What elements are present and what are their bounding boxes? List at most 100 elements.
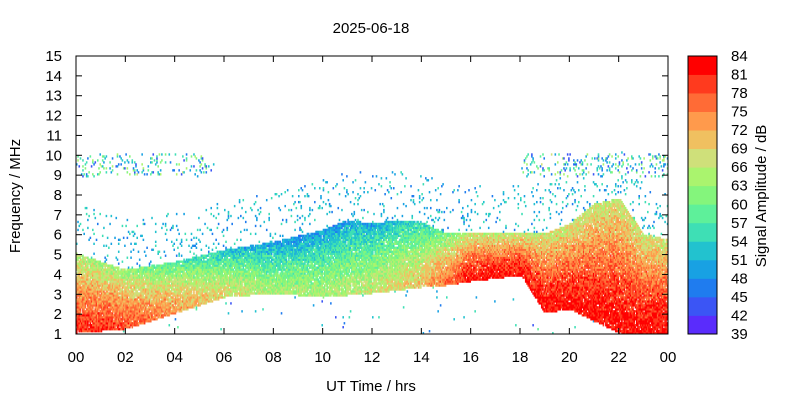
heatmap-cell [124, 245, 126, 247]
heatmap-cell [173, 169, 175, 171]
heatmap-cell [152, 171, 154, 173]
heatmap-cell [210, 207, 212, 209]
heatmap-cell [133, 249, 135, 251]
heatmap-cell [161, 159, 163, 161]
heatmap-cell [112, 165, 114, 167]
heatmap-cell [80, 223, 82, 225]
heatmap-cell [213, 243, 215, 245]
heatmap-cell [112, 265, 114, 267]
heatmap-cell [127, 237, 129, 239]
heatmap-cell [275, 233, 277, 235]
heatmap-cell [236, 239, 238, 241]
heatmap-cell [176, 225, 178, 227]
heatmap-cell [161, 153, 163, 155]
heatmap-cell [143, 278, 145, 280]
heatmap-cell [99, 171, 101, 173]
heatmap-cell [98, 292, 100, 294]
heatmap-cell [136, 225, 138, 227]
heatmap-cell [231, 294, 233, 296]
heatmap-cell [218, 223, 220, 225]
heatmap-cell [128, 161, 130, 163]
heatmap-cell [181, 245, 183, 247]
heatmap-cell [256, 219, 258, 221]
heatmap-cell [136, 263, 138, 265]
heatmap-cell [122, 225, 124, 227]
heatmap-cell [128, 231, 130, 233]
heatmap-cell [138, 251, 140, 253]
heatmap-cell [87, 175, 89, 177]
heatmap-cell [177, 247, 179, 249]
heatmap-cell [186, 157, 188, 159]
heatmap-cell [141, 235, 143, 237]
heatmap-cell [236, 294, 238, 296]
heatmap-cell [169, 153, 171, 155]
heatmap-cell [117, 259, 119, 261]
heatmap-cell [141, 153, 143, 155]
heatmap-cell [201, 171, 203, 173]
heatmap-cell [171, 278, 173, 280]
heatmap-cell [191, 292, 193, 294]
heatmap-cell [206, 167, 208, 169]
heatmap-cell [199, 229, 201, 231]
heatmap-cell [159, 251, 161, 253]
heatmap-cell [223, 235, 225, 237]
chart-title: 2025-06-18 [333, 20, 410, 37]
heatmap-cell [231, 223, 233, 225]
heatmap-cell [175, 318, 177, 320]
heatmap-cell [226, 219, 228, 221]
heatmap-cell [176, 163, 178, 165]
heatmap-cell [193, 306, 195, 308]
heatmap-cell [87, 265, 89, 267]
heatmap-cell [144, 284, 146, 286]
heatmap-cell [145, 255, 147, 257]
heatmap-cell [260, 225, 262, 227]
heatmap-cell [206, 245, 208, 247]
heatmap-cell [202, 167, 204, 169]
heatmap-cell [202, 157, 204, 159]
heatmap-cell [111, 243, 113, 245]
heatmap-cell [254, 278, 256, 280]
heatmap-cell [150, 173, 152, 175]
heatmap-cell [191, 165, 193, 167]
heatmap-cell [175, 312, 177, 314]
heatmap-cell [160, 257, 162, 259]
heatmap-cell [193, 253, 195, 255]
heatmap-cell [193, 292, 195, 294]
heatmap-cell [130, 257, 132, 259]
heatmap-cell [189, 251, 191, 253]
heatmap-cell [124, 268, 126, 270]
heatmap-cell [141, 163, 143, 165]
heatmap-cell [218, 213, 220, 215]
heatmap-cell [199, 161, 201, 163]
heatmap-cell [148, 165, 150, 167]
heatmap-cell [87, 157, 89, 159]
heatmap-cell [148, 169, 150, 171]
heatmap-cell [127, 257, 129, 259]
heatmap-cell [243, 199, 245, 201]
heatmap-cell [259, 241, 261, 243]
heatmap-cell [214, 278, 216, 280]
heatmap-cell [226, 229, 228, 231]
heatmap-cell [271, 197, 273, 199]
heatmap-cell [196, 243, 198, 245]
heatmap-cell [77, 229, 79, 231]
heatmap-cell [106, 215, 108, 217]
heatmap-cell [255, 201, 257, 203]
heatmap-cell [176, 239, 178, 241]
heatmap-cell [144, 173, 146, 175]
heatmap-cell [136, 173, 138, 175]
heatmap-cell [228, 312, 230, 314]
heatmap-cell [139, 265, 141, 267]
heatmap-cell [120, 163, 122, 165]
heatmap-cell [107, 306, 109, 308]
heatmap-cell [90, 278, 92, 280]
heatmap-cell [93, 233, 95, 235]
heatmap-cell [159, 153, 161, 155]
heatmap-cell [144, 223, 146, 225]
heatmap-cell [263, 221, 265, 223]
heatmap-cell [185, 278, 187, 280]
heatmap-cell [196, 255, 198, 257]
heatmap-cell [162, 223, 164, 225]
heatmap-cell [218, 243, 220, 245]
